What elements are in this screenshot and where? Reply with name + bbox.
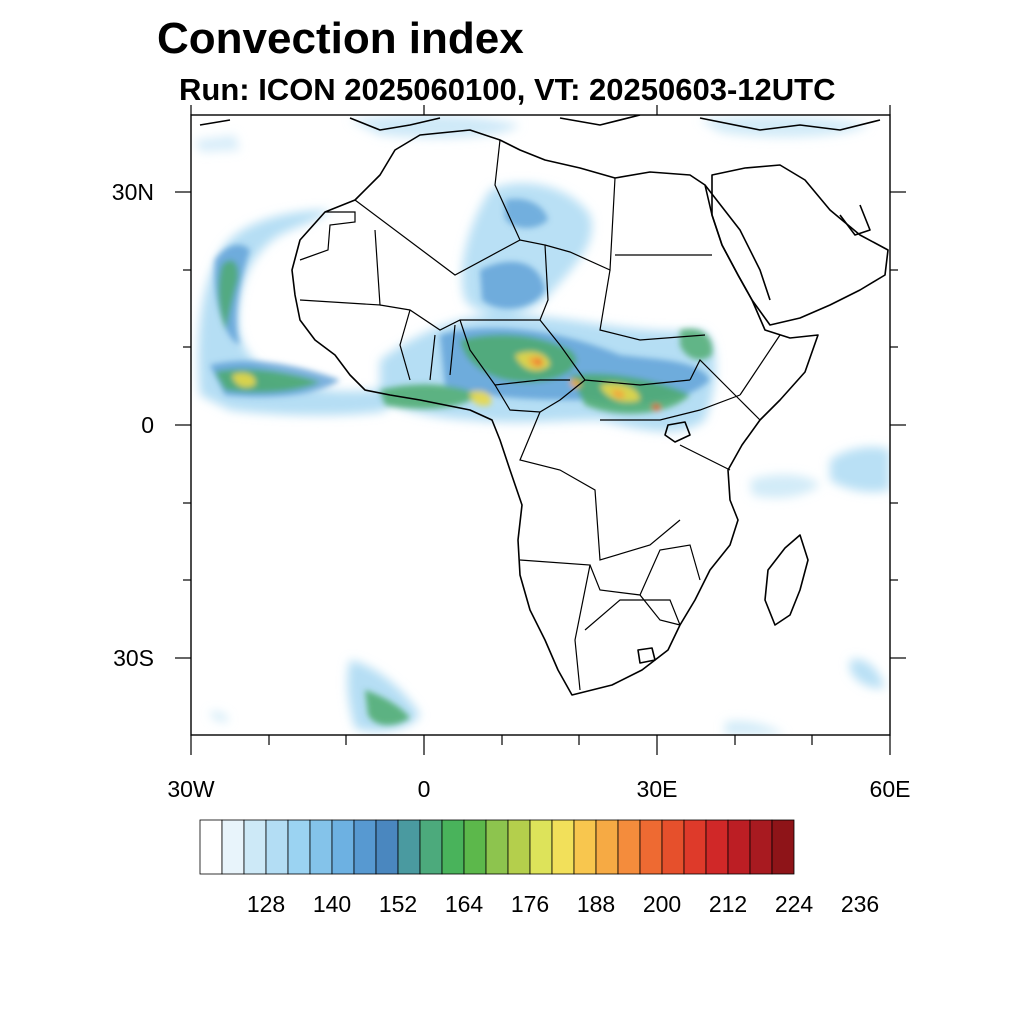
colorbar-swatch (309, 819, 333, 875)
colorbar-swatch (573, 819, 597, 875)
colorbar-swatch (617, 819, 641, 875)
lat-label-30n: 30N (112, 179, 154, 205)
colorbar-swatch (507, 819, 531, 875)
colorbar-label: 224 (775, 891, 814, 917)
colorbar-swatch (397, 819, 421, 875)
lon-label-30w: 30W (167, 776, 215, 802)
colorbar-label: 152 (379, 891, 417, 917)
colorbar-label: 140 (313, 891, 351, 917)
colorbar-swatch (243, 819, 267, 875)
map-subtitle: Run: ICON 2025060100, VT: 20250603-12UTC (179, 72, 836, 107)
colorbar-label: 128 (247, 891, 285, 917)
lon-label-60e: 60E (870, 776, 911, 802)
colorbar-label: 236 (841, 891, 879, 917)
colorbar-swatch (639, 819, 663, 875)
colorbar: 128 140 152 164 176 188 200 212 224 236 (199, 819, 879, 917)
colorbar-swatch (419, 819, 443, 875)
colorbar-swatch (485, 819, 509, 875)
colorbar-swatch (463, 819, 487, 875)
colorbar-swatch (595, 819, 619, 875)
colorbar-swatch (287, 819, 311, 875)
axis-ticks (175, 105, 906, 755)
colorbar-swatch (749, 819, 773, 875)
colorbar-label: 176 (511, 891, 549, 917)
colorbar-swatch (265, 819, 289, 875)
lon-label-30e: 30E (637, 776, 678, 802)
colorbar-label: 200 (643, 891, 681, 917)
colorbar-swatch (551, 819, 575, 875)
colorbar-label: 164 (445, 891, 484, 917)
colorbar-swatch (705, 819, 729, 875)
convection-field (195, 115, 890, 735)
colorbar-swatch (727, 819, 751, 875)
colorbar-swatch (683, 819, 707, 875)
lon-label-0: 0 (418, 776, 431, 802)
colorbar-swatch (529, 819, 553, 875)
colorbar-swatch (771, 819, 795, 875)
colorbar-label: 188 (577, 891, 615, 917)
colorbar-swatch (353, 819, 377, 875)
map-title: Convection index (157, 14, 524, 63)
country-borders (299, 139, 781, 691)
colorbar-swatch (375, 819, 399, 875)
colorbar-label: 212 (709, 891, 747, 917)
colorbar-swatch (199, 819, 223, 875)
colorbar-swatch (441, 819, 465, 875)
lat-label-30s: 30S (113, 645, 154, 671)
colorbar-swatch (331, 819, 355, 875)
coastlines (199, 115, 889, 696)
lat-label-0: 0 (141, 412, 154, 438)
colorbar-swatch (221, 819, 245, 875)
colorbar-swatch (661, 819, 685, 875)
